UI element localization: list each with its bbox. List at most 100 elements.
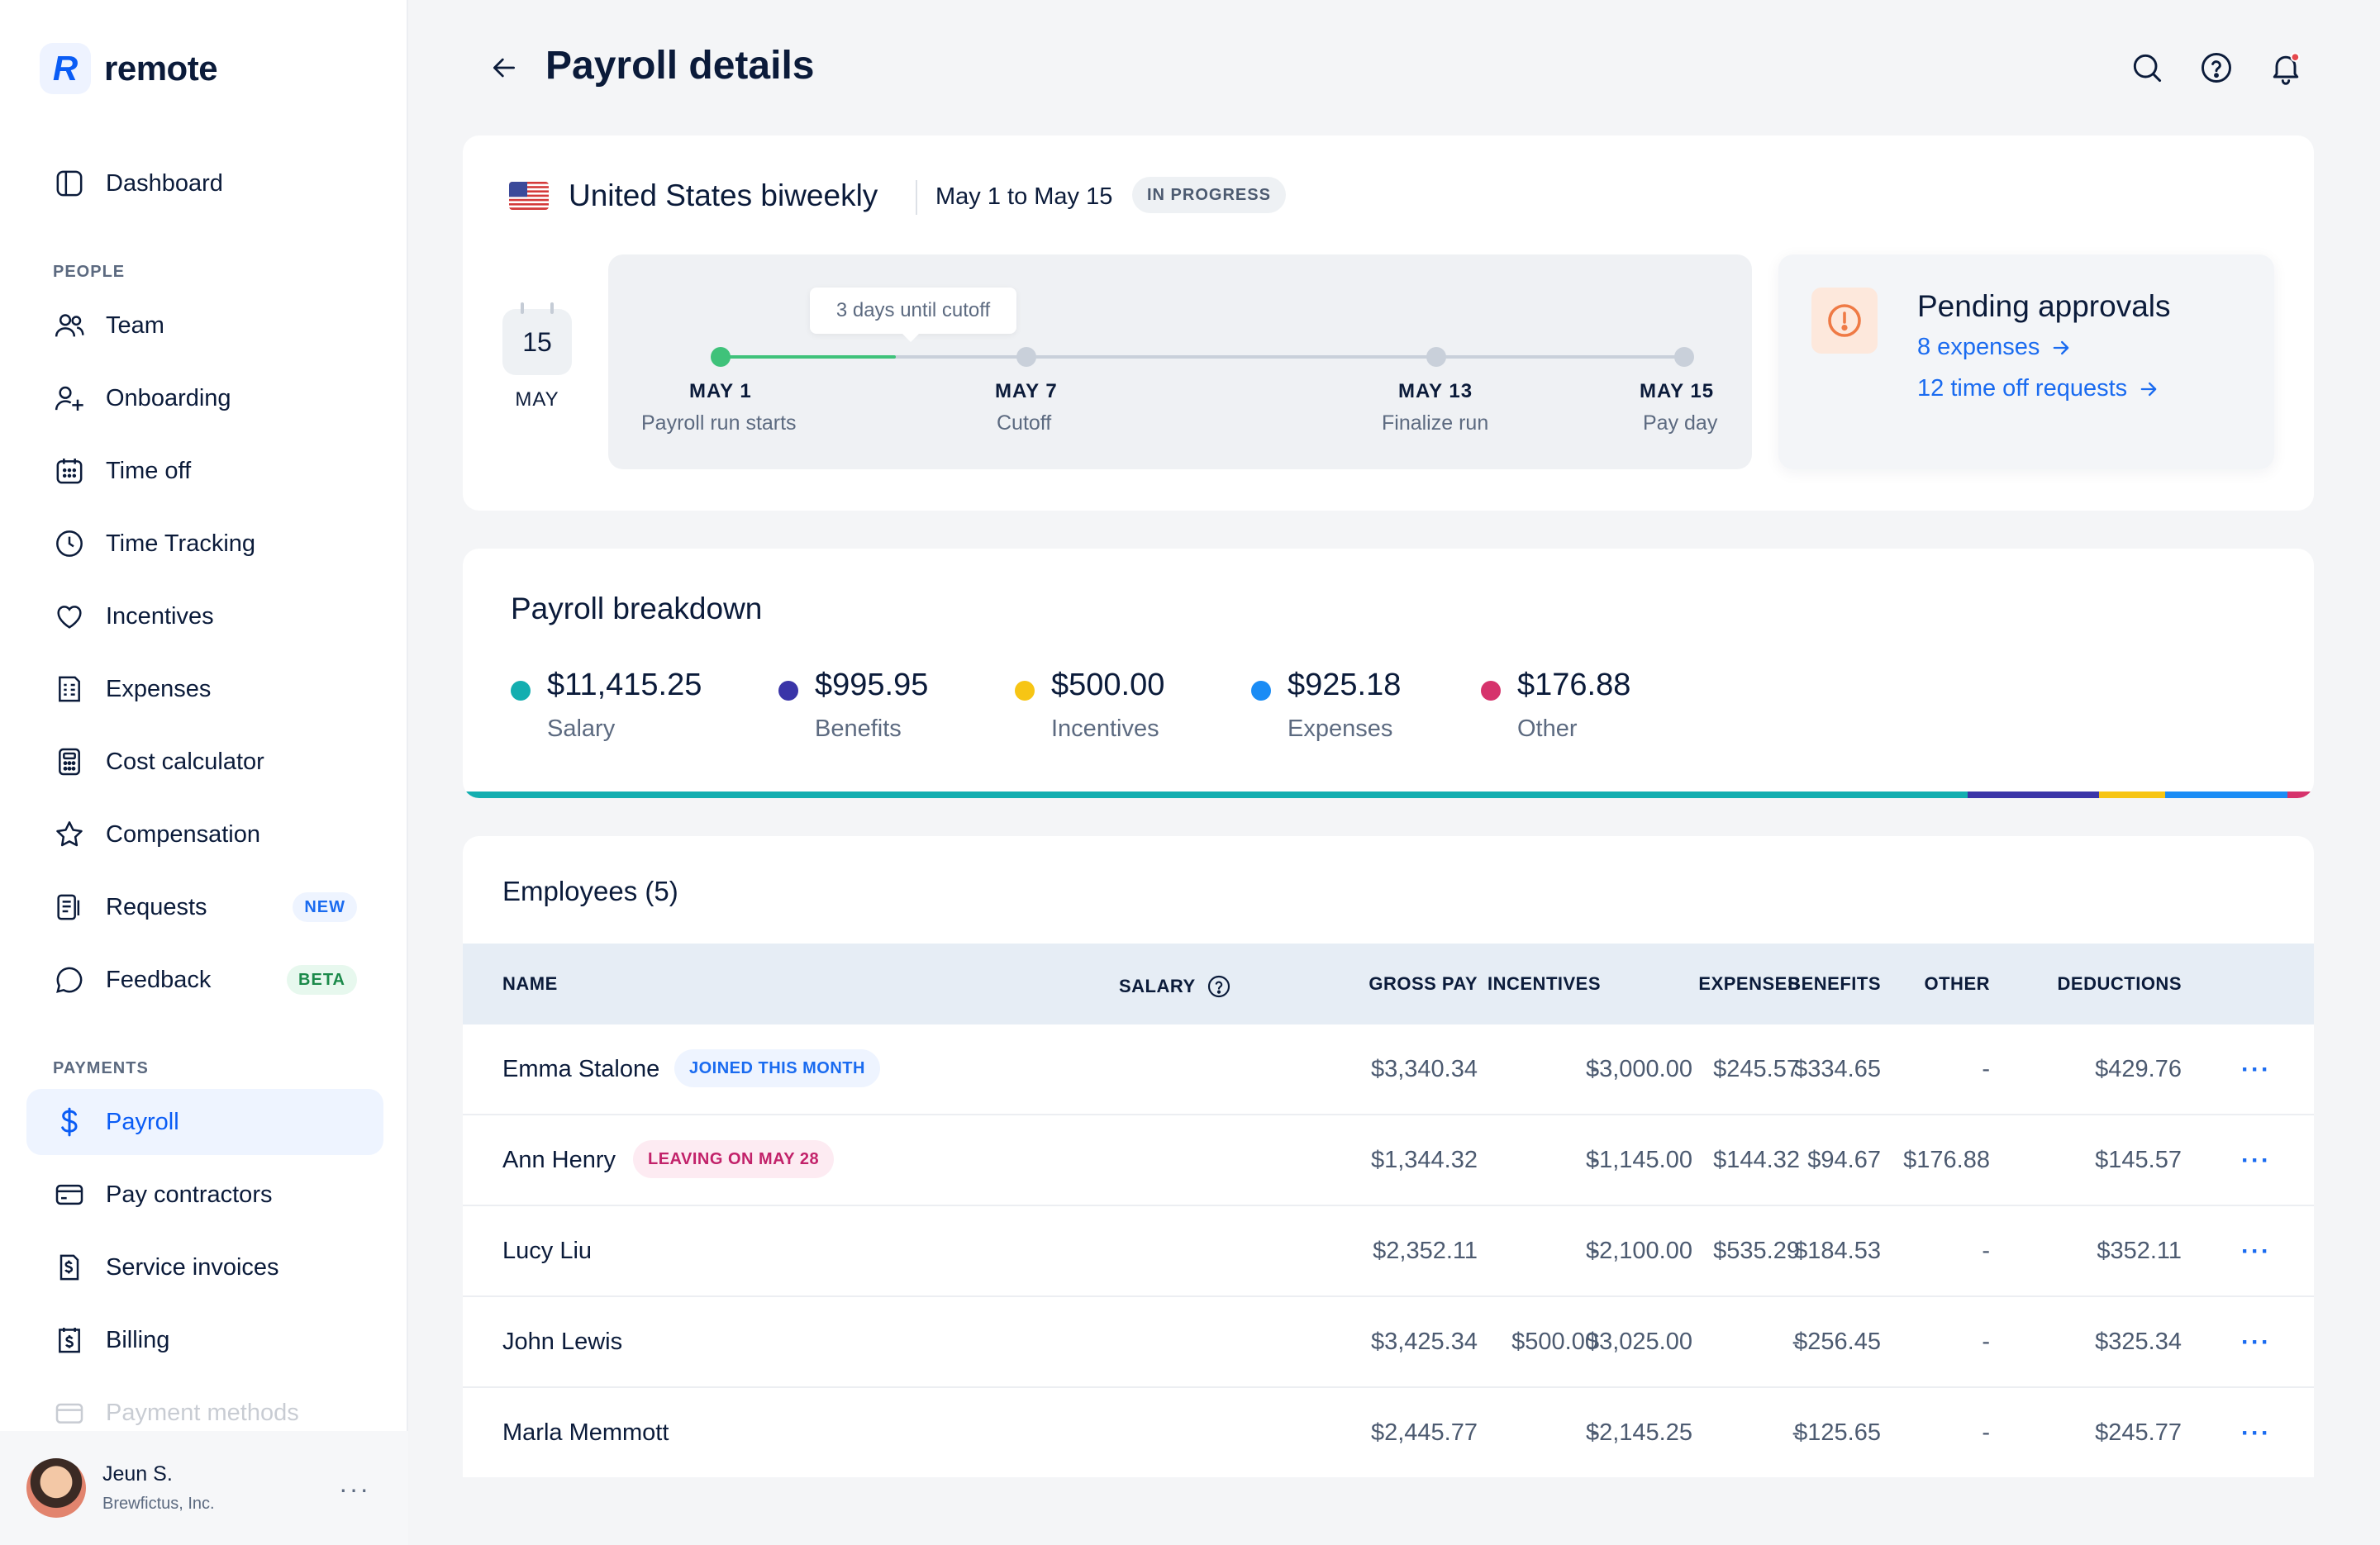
row-actions-icon[interactable]: ··· [2241,1329,2271,1356]
breakdown-segment-benefits [1968,792,2100,798]
sidebar-item-incentives[interactable]: Incentives [26,583,383,649]
cell-other: - [1982,1238,1990,1264]
sidebar-item-label: Time Tracking [106,530,256,557]
cell-expenses: $535.29 [1713,1238,1800,1264]
cell-salary: $3,025.00 [1585,1329,1692,1355]
cell-other: $176.88 [1903,1147,1990,1173]
sidebar-item-billing[interactable]: Billing [26,1307,383,1373]
cell-other: - [1982,1419,1990,1446]
breakdown-label: Other [1517,715,1578,742]
breakdown-segment-incentives [2099,792,2166,798]
cell-salary: $3,000.00 [1585,1056,1692,1082]
search-icon[interactable] [2129,50,2165,86]
team-icon [53,309,86,342]
row-actions-icon[interactable]: ··· [2241,1147,2271,1174]
sidebar-item-label: Dashboard [106,169,223,197]
sidebar-item-team[interactable]: Team [26,292,383,359]
column-header-gross-pay[interactable]: GROSS PAY [1368,973,1478,994]
breakdown-label: Incentives [1051,715,1159,742]
breakdown-value: $925.18 [1288,668,1402,702]
row-actions-icon[interactable]: ··· [2241,1056,2271,1083]
expenses-link-label: 8 expenses [1917,334,2040,360]
sidebar-item-label: Team [106,311,164,339]
status-badge: IN PROGRESS [1132,177,1286,213]
calendar-day: 15 [522,326,552,357]
breakdown-value: $176.88 [1517,668,1631,702]
pending-title: Pending approvals [1917,289,2171,323]
cell-gross: $2,352.11 [1373,1238,1478,1264]
schedule-range: May 1 to May 15 [935,183,1113,210]
table-row[interactable]: John Lewis $3,425.34 $3,025.00 $256.45 $500.… [463,1297,2314,1388]
sidebar-item-label: Payment methods [106,1399,299,1426]
time-off-requests-link[interactable]: 12 time off requests [1917,375,2160,402]
breakdown-segment-salary [463,792,1968,798]
sidebar-item-label: Feedback [106,966,212,993]
sidebar-item-payment-methods[interactable]: Payment methods [26,1380,383,1446]
table-row[interactable]: Ann Henry LEAVING ON MAY 28 $1,344.32 $1,14… [463,1115,2314,1206]
row-actions-icon[interactable]: ··· [2241,1238,2271,1265]
requests-icon [53,891,86,924]
heart-icon [53,600,86,633]
sidebar-item-cost-calculator[interactable]: Cost calculator [26,729,383,795]
back-arrow-icon[interactable] [488,51,521,84]
logo-icon: R [40,43,91,94]
timeline-progress [721,355,896,359]
column-header-other[interactable]: OTHER [1924,973,1990,994]
cell-benefits: $184.53 [1794,1238,1881,1264]
sidebar-item-pay-contractors[interactable]: Pay contractors [26,1162,383,1228]
sidebar-item-label: Time off [106,457,192,484]
cell-gross: $3,340.34 [1370,1056,1478,1082]
receipt-icon [53,673,86,706]
milestone-date: MAY 15 [1640,380,1715,402]
sidebar-item-feedback[interactable]: Feedback BETA [26,947,383,1013]
sidebar-item-label: Compensation [106,820,260,848]
sidebar-item-requests[interactable]: Requests NEW [26,874,383,940]
expenses-link[interactable]: 8 expenses [1917,334,2073,361]
calendar-month: MAY [515,388,559,411]
column-header-benefits[interactable]: BENEFITS [1787,973,1881,994]
logo[interactable]: R remote [40,43,218,94]
sidebar-item-compensation[interactable]: Compensation [26,801,383,868]
divider [916,180,917,215]
column-header-expenses[interactable]: EXPENSES [1698,973,1800,994]
sidebar: R remote Dashboard PEOPLE Team Onboardin… [0,0,408,1545]
breakdown-title: Payroll breakdown [511,592,763,625]
status-badge: JOINED THIS MONTH [674,1049,880,1087]
invoice-icon [53,1251,86,1284]
milestone-dot [1016,347,1036,367]
bell-icon[interactable] [2268,50,2304,86]
payment-methods-icon [53,1396,86,1429]
column-header-incentives[interactable]: INCENTIVES [1488,973,1602,994]
payroll-schedule-card: United States biweekly May 1 to May 15 I… [463,135,2314,511]
employee-name: John Lewis [502,1329,623,1355]
user-profile[interactable]: Jeun S. Brewfictus, Inc. ··· [0,1431,408,1545]
table-row[interactable]: Emma Stalone JOINED THIS MONTH $3,340.34 $3… [463,1024,2314,1115]
milestone-date: MAY 13 [1398,380,1473,402]
help-icon[interactable] [2198,50,2235,86]
sidebar-item-time-off[interactable]: Time off [26,438,383,504]
sidebar-item-service-invoices[interactable]: Service invoices [26,1234,383,1300]
table-row[interactable]: Marla Memmott $2,445.77 $2,145.25 $125.65- -… [463,1388,2314,1477]
sidebar-item-expenses[interactable]: Expenses [26,656,383,722]
more-icon[interactable]: ··· [339,1474,370,1504]
sidebar-item-onboarding[interactable]: Onboarding [26,365,383,431]
breakdown-value: $11,415.25 [547,668,702,702]
column-header-name[interactable]: NAME [502,973,558,994]
sidebar-item-label: Incentives [106,602,214,630]
sidebar-item-time-tracking[interactable]: Time Tracking [26,511,383,577]
status-badge: LEAVING ON MAY 28 [633,1140,835,1178]
schedule-title: United States biweekly [569,178,878,212]
row-actions-icon[interactable]: ··· [2241,1419,2271,1447]
clock-icon [53,527,86,560]
billing-icon [53,1324,86,1357]
legend-dot [511,681,531,701]
star-icon [53,818,86,851]
sidebar-item-label: Billing [106,1326,170,1353]
column-header-salary[interactable]: SALARY [1119,973,1232,1000]
sidebar-item-label: Pay contractors [106,1181,273,1208]
sidebar-item-dashboard[interactable]: Dashboard [26,150,383,216]
sidebar-item-payroll[interactable]: Payroll [26,1089,383,1155]
employee-name: Ann Henry [502,1147,616,1173]
column-header-deductions[interactable]: DEDUCTIONS [2057,973,2182,994]
table-row[interactable]: Lucy Liu $2,352.11 $2,100.00 $184.53 - $535.2… [463,1206,2314,1297]
